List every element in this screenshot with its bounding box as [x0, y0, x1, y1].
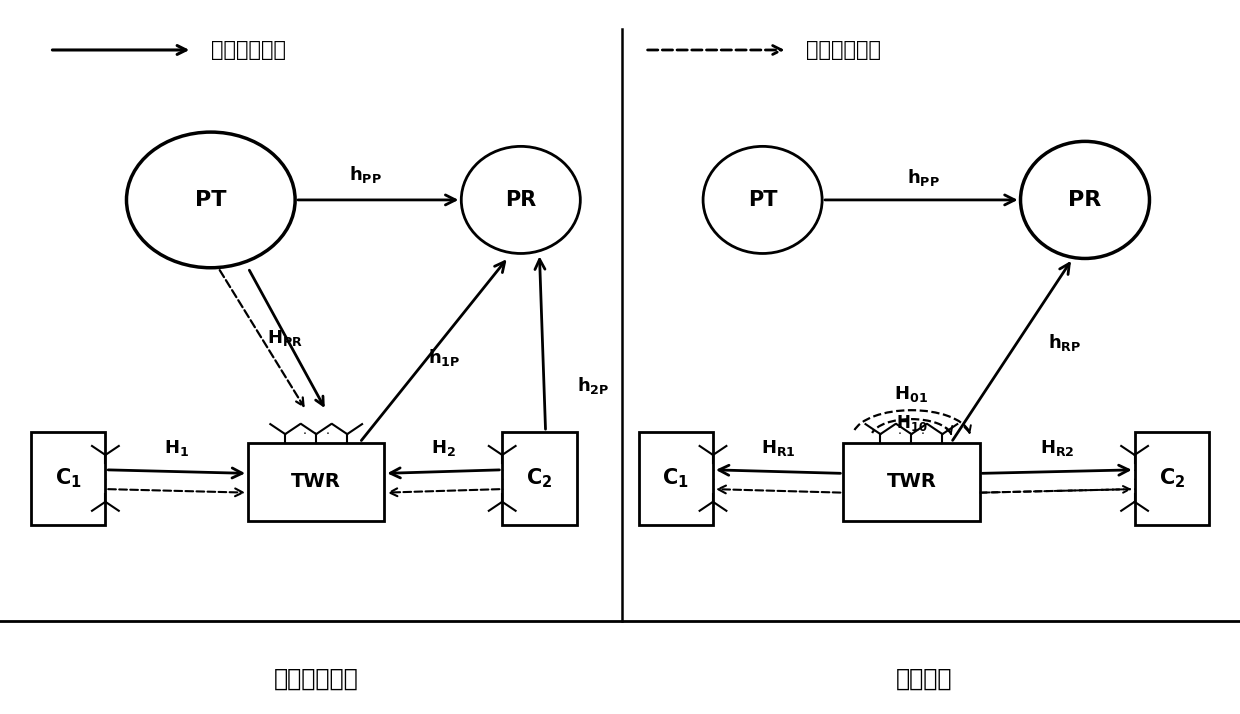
Text: 信息传输链路: 信息传输链路	[211, 40, 285, 60]
Text: TWR: TWR	[291, 473, 341, 491]
Text: $\mathbf{C_1}$: $\mathbf{C_1}$	[662, 466, 689, 491]
Text: 多址接入时隙: 多址接入时隙	[274, 666, 358, 690]
Text: TWR: TWR	[887, 473, 936, 491]
Text: $\mathbf{H_{10}}$: $\mathbf{H_{10}}$	[895, 413, 928, 433]
Text: $\cdot$
$\cdot$
$\cdot$: $\cdot$ $\cdot$ $\cdot$	[500, 464, 505, 493]
Bar	[639, 432, 713, 525]
Text: $\cdot$
$\cdot$
$\cdot$: $\cdot$ $\cdot$ $\cdot$	[103, 464, 108, 493]
Text: PR: PR	[1069, 190, 1101, 210]
Text: PT: PT	[748, 190, 777, 210]
Text: PT: PT	[195, 190, 227, 210]
Text: $\mathbf{C_2}$: $\mathbf{C_2}$	[1158, 466, 1185, 491]
Text: $\mathbf{C_2}$: $\mathbf{C_2}$	[526, 466, 553, 491]
Text: $\mathbf{H_2}$: $\mathbf{H_2}$	[430, 438, 456, 458]
Text: $\mathbf{h_{1P}}$: $\mathbf{h_{1P}}$	[428, 347, 460, 368]
Text: $\mathbf{H_{01}}$: $\mathbf{H_{01}}$	[894, 384, 929, 405]
Text: $\mathbf{H_{PR}}$: $\mathbf{H_{PR}}$	[267, 328, 303, 348]
Bar	[248, 443, 384, 521]
Text: 能量捕获链路: 能量捕获链路	[806, 40, 880, 60]
Text: $\mathbf{h_{2P}}$: $\mathbf{h_{2P}}$	[577, 376, 609, 396]
Text: $\mathbf{C_1}$: $\mathbf{C_1}$	[55, 466, 82, 491]
Text: $\mathbf{H_{R1}}$: $\mathbf{H_{R1}}$	[760, 438, 796, 458]
Text: $\cdot\ \cdot\ \cdot$: $\cdot\ \cdot\ \cdot$	[303, 426, 330, 439]
Text: $\mathbf{h_{PP}}$: $\mathbf{h_{PP}}$	[908, 166, 940, 188]
Text: 广播时隙: 广播时隙	[895, 666, 952, 690]
Text: PR: PR	[505, 190, 537, 210]
Bar	[843, 443, 980, 521]
Text: $\cdot$
$\cdot$
$\cdot$: $\cdot$ $\cdot$ $\cdot$	[1132, 464, 1137, 493]
Text: $\cdot\ \cdot\ \cdot$: $\cdot\ \cdot\ \cdot$	[898, 426, 925, 439]
Bar	[31, 432, 105, 525]
Text: $\cdot$
$\cdot$
$\cdot$: $\cdot$ $\cdot$ $\cdot$	[711, 464, 715, 493]
Text: $\mathbf{h_{PP}}$: $\mathbf{h_{PP}}$	[350, 164, 382, 186]
Text: $\mathbf{h_{RP}}$: $\mathbf{h_{RP}}$	[1048, 333, 1081, 353]
Bar	[1135, 432, 1209, 525]
Text: $\mathbf{H_{R2}}$: $\mathbf{H_{R2}}$	[1040, 438, 1074, 458]
Text: $\mathbf{H_1}$: $\mathbf{H_1}$	[164, 438, 190, 458]
Bar	[502, 432, 577, 525]
